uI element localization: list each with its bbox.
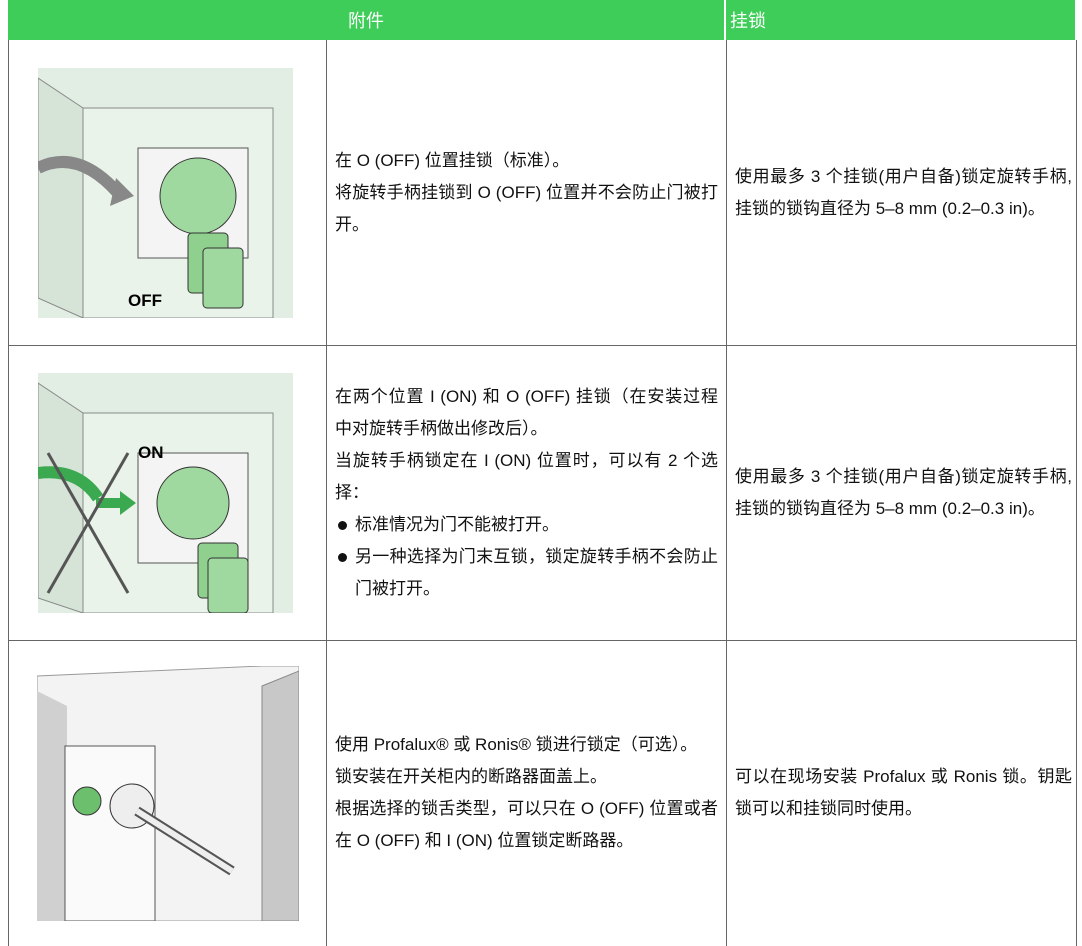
illustration: OFF <box>37 67 293 318</box>
paragraph: 当旋转手柄锁定在 I (ON) 位置时，可以有 2 个选择： <box>335 450 718 502</box>
table-row: 使用 Profalux® 或 Ronis® 锁进行锁定（可选）。 锁安装在开关柜… <box>8 640 1077 946</box>
padlock-cell: 使用最多 3 个挂锁(用户自备)锁定旋转手柄, 挂锁的锁钩直径为 5–8 mm … <box>726 40 1076 345</box>
paragraph: 使用最多 3 个挂锁(用户自备)锁定旋转手柄, 挂锁的锁钩直径为 5–8 mm … <box>735 166 1072 218</box>
bullet-item: 标准情况为门不能被打开。 <box>335 509 718 541</box>
paragraph: 根据选择的锁舌类型，可以只在 O (OFF) 位置或者在 O (OFF) 和 I… <box>335 799 718 850</box>
image-cell <box>9 640 326 946</box>
illustration: ON <box>37 372 293 613</box>
paragraph: 在 O (OFF) 位置挂锁（标准）。 <box>335 150 570 170</box>
image-cell: ON <box>9 345 326 640</box>
padlock-cell: 可以在现场安装 Profalux 或 Ronis 锁。钥匙锁可以和挂锁同时使用。 <box>726 640 1076 946</box>
image-cell: OFF <box>9 40 326 345</box>
paragraph: 在两个位置 I (ON) 和 O (OFF) 挂锁（在安装过程中对旋转手柄做出修… <box>335 386 718 438</box>
table-row: ON 在两个位置 I (ON) 和 O (OFF) 挂锁（在安装过程中对旋转手柄… <box>8 345 1077 641</box>
description-cell: 使用 Profalux® 或 Ronis® 锁进行锁定（可选）。 锁安装在开关柜… <box>326 640 726 946</box>
header-cell: 挂锁 <box>726 0 1075 40</box>
padlock-cell: 使用最多 3 个挂锁(用户自备)锁定旋转手柄, 挂锁的锁钩直径为 5–8 mm … <box>726 345 1076 640</box>
image-label: OFF <box>128 291 162 310</box>
bullet-item: 另一种选择为门末互锁，锁定旋转手柄不会防止门被打开。 <box>335 541 718 605</box>
table-row: OFF 在 O (OFF) 位置挂锁（标准）。 将旋转手柄挂锁到 O (OFF)… <box>8 40 1077 346</box>
description-cell: 在两个位置 I (ON) 和 O (OFF) 挂锁（在安装过程中对旋转手柄做出修… <box>326 345 726 640</box>
paragraph: 使用 Profalux® 或 Ronis® 锁进行锁定（可选）。 <box>335 735 698 754</box>
description-cell: 在 O (OFF) 位置挂锁（标准）。 将旋转手柄挂锁到 O (OFF) 位置并… <box>326 40 726 345</box>
header-cell: 附件 <box>8 0 724 40</box>
paragraph: 锁安装在开关柜内的断路器面盖上。 <box>335 767 607 786</box>
image-label: ON <box>138 443 164 462</box>
paragraph: 使用最多 3 个挂锁(用户自备)锁定旋转手柄, 挂锁的锁钩直径为 5–8 mm … <box>735 466 1072 518</box>
illustration <box>36 665 299 921</box>
paragraph: 可以在现场安装 Profalux 或 Ronis 锁。钥匙锁可以和挂锁同时使用。 <box>735 767 1072 818</box>
bullet-list: 标准情况为门不能被打开。 另一种选择为门末互锁，锁定旋转手柄不会防止门被打开。 <box>335 509 718 605</box>
paragraph: 将旋转手柄挂锁到 O (OFF) 位置并不会防止门被打开。 <box>335 182 718 234</box>
